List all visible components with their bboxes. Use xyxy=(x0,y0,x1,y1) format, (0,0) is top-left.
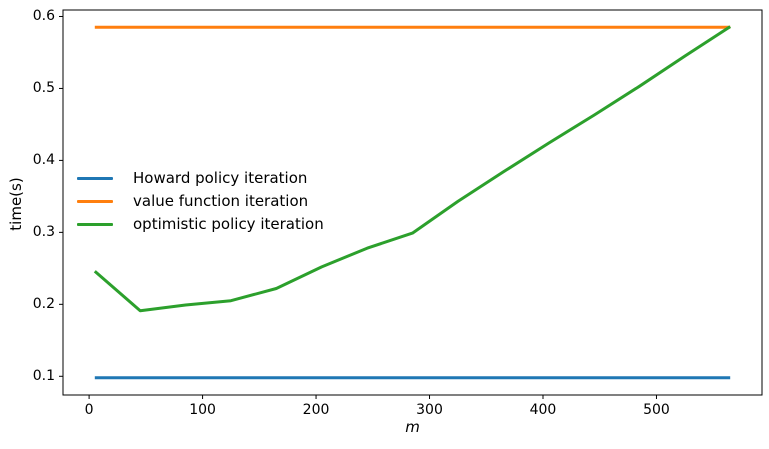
legend-item-howard-policy-iteration: Howard policy iteration xyxy=(77,167,324,190)
y-tick-label: 0.1 xyxy=(32,368,55,385)
legend-item-value-function-iteration: value function iteration xyxy=(77,190,324,213)
x-tick-label: 100 xyxy=(189,402,216,418)
x-tick-label: 300 xyxy=(416,402,443,418)
legend-line-swatch-blue xyxy=(77,177,113,180)
legend-label: value function iteration xyxy=(133,192,309,210)
legend-label: optimistic policy iteration xyxy=(133,215,324,233)
legend: Howard policy iteration value function i… xyxy=(77,167,324,236)
y-tick-label: 0.6 xyxy=(32,8,55,25)
y-tick-label: 0.3 xyxy=(32,224,55,241)
legend-label: Howard policy iteration xyxy=(133,169,308,187)
y-tick-label: 0.2 xyxy=(32,296,55,313)
axes-frame xyxy=(62,9,763,396)
x-tick-label: 200 xyxy=(302,402,330,418)
y-tick-label: 0.4 xyxy=(32,152,55,169)
legend-line-swatch-green xyxy=(77,223,113,226)
x-tick-label: 0 xyxy=(84,402,94,418)
legend-line-swatch-orange xyxy=(77,200,113,203)
y-tick-label: 0.5 xyxy=(32,80,55,97)
x-tick-label: 500 xyxy=(643,402,670,418)
series-line-optimistic-policy-iteration xyxy=(93,25,732,313)
legend-item-optimistic-policy-iteration: optimistic policy iteration xyxy=(77,213,324,236)
x-axis-label: m xyxy=(405,418,420,436)
x-tick-label: 400 xyxy=(529,402,557,418)
